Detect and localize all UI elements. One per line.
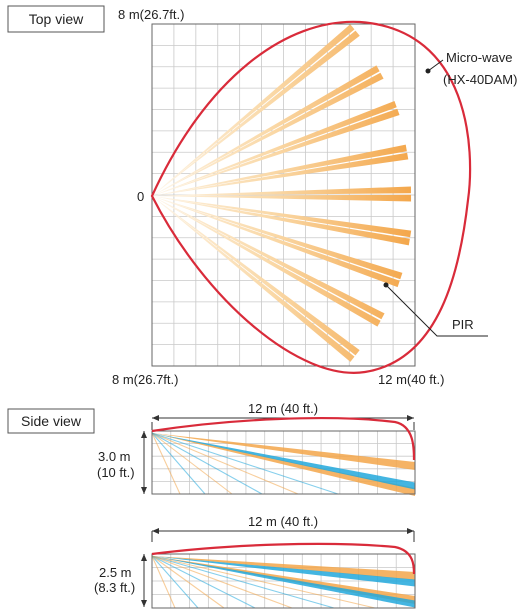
pir-beam [152,194,412,202]
panel2-width-label: 12 m (40 ft.) [248,514,318,529]
panel1-width-label: 12 m (40 ft.) [248,401,318,416]
pir-beam [152,196,412,238]
pir-beam [152,196,360,356]
pir-beam [152,144,407,196]
pir-beam [152,556,415,587]
pir-beam [151,555,225,609]
microwave-detection-pattern [150,20,472,374]
pir-beam [151,432,233,495]
pir-beam [152,196,410,246]
pir-beam [152,108,400,196]
pir-beam [152,100,397,196]
pir-beam [151,555,376,609]
pir-beam [151,555,293,609]
pir-beam [152,433,415,470]
side-view-panel-3m: 12 m (40 ft.) 3.0 m (10 ft.) [97,401,416,496]
label-bottom-left-distance: 8 m(26.7ft.) [112,372,178,387]
label-bottom-right-distance: 12 m(40 ft.) [378,372,444,387]
pir-beams [152,24,412,362]
pir-beam [152,152,409,196]
pir-beam [152,433,415,490]
panel1-height-line2: (10 ft.) [97,465,135,480]
side-view-title: Side view [21,413,82,429]
pir-beam [151,432,181,495]
panel2-microwave-pattern [151,542,416,575]
pir-beam [152,556,415,608]
pir-beam [151,555,199,609]
microwave-label-line2: (HX-40DAM) [443,72,517,87]
pir-beam [151,432,339,495]
panel2-height-line1: 2.5 m [99,565,132,580]
microwave-callout-line [427,59,444,72]
pir-beam [151,432,299,495]
pir-beam [152,65,380,196]
pir-beam [152,196,385,320]
pir-beam [151,555,335,609]
pir-beam [151,555,256,609]
pir-beam [151,432,263,495]
top-view-title-box [7,5,105,33]
pir-beam [152,30,360,197]
label-top-distance: 8 m(26.7ft.) [118,7,184,22]
pir-callout-line [385,284,488,337]
pir-beam [152,433,415,496]
pir-beam [152,196,381,327]
top-view: Top view 8 m(26.7ft.) 0 8 m(26.7ft.) 12 … [7,5,517,387]
side-view-panel-2-5m: 12 m (40 ft.) 2.5 m (8.3 ft.) [94,514,416,609]
pir-beam [151,432,206,495]
panel2-height-line2: (8.3 ft.) [94,580,135,595]
pir-label: PIR [452,317,474,332]
side-view: Side view 12 m (40 ft.) 3.0 m (10 ft.) 1… [7,401,416,609]
pir-beam [152,196,403,280]
pir-beam [151,555,176,609]
panel1-height-line1: 3.0 m [98,449,131,464]
panel1-microwave-pattern [151,417,416,461]
label-origin: 0 [137,189,144,204]
pir-beam [152,72,384,196]
pir-beam [152,24,355,196]
microwave-label-line1: Micro-wave [446,50,512,65]
pir-beam [152,196,355,362]
side-view-title-box [7,408,95,434]
top-view-title: Top view [29,11,84,27]
pir-beam [152,196,400,288]
pir-beam [152,186,411,196]
